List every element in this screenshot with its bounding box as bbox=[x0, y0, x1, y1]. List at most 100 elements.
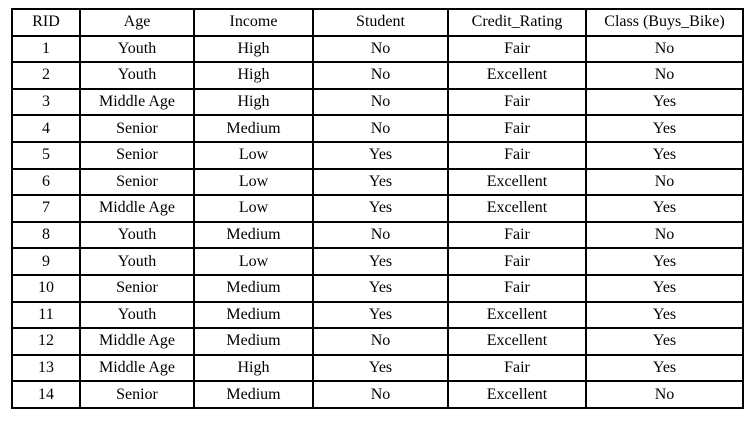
table-cell: Fair bbox=[447, 87, 587, 117]
table-cell: 10 bbox=[11, 273, 81, 303]
table-cell: Middle Age bbox=[79, 353, 195, 383]
table-cell: Yes bbox=[585, 114, 744, 143]
table-cell: 7 bbox=[11, 194, 81, 223]
table-cell: High bbox=[193, 61, 314, 90]
table-cell: No bbox=[585, 380, 744, 409]
dataset-table: RID Age Income Student Credit_Rating Class (B… bbox=[11, 8, 744, 409]
table-cell: 12 bbox=[11, 327, 81, 356]
table-cell: Yes bbox=[312, 194, 449, 223]
table-cell: Yes bbox=[312, 353, 449, 383]
table-cell: Fair bbox=[447, 114, 587, 143]
table-cell: 14 bbox=[11, 380, 81, 409]
table-cell: Medium bbox=[193, 327, 314, 356]
table-cell: No bbox=[312, 114, 449, 143]
table-cell: No bbox=[312, 61, 449, 90]
table-row: 10 Senior Medium Yes Fair Yes bbox=[11, 273, 744, 303]
table-cell: 11 bbox=[11, 300, 81, 330]
table-cell: Low bbox=[193, 167, 314, 197]
table-cell: Youth bbox=[79, 247, 195, 276]
table-cell: 3 bbox=[11, 87, 81, 117]
table-cell: 8 bbox=[11, 220, 81, 250]
column-header: RID bbox=[11, 8, 81, 37]
table-cell: 5 bbox=[11, 140, 81, 170]
table-cell: Low bbox=[193, 247, 314, 276]
table-cell: Yes bbox=[585, 300, 744, 330]
column-header: Student bbox=[312, 8, 449, 37]
table-cell: Fair bbox=[447, 247, 587, 276]
table-cell: 13 bbox=[11, 353, 81, 383]
table-cell: Senior bbox=[79, 114, 195, 143]
table-cell: 6 bbox=[11, 167, 81, 197]
column-header: Income bbox=[193, 8, 314, 37]
table-row: 6 Senior Low Yes Excellent No bbox=[11, 167, 744, 197]
table-cell: Fair bbox=[447, 353, 587, 383]
table-cell: Excellent bbox=[447, 194, 587, 223]
table-row: 5 Senior Low Yes Fair Yes bbox=[11, 140, 744, 170]
table-cell: Middle Age bbox=[79, 327, 195, 356]
table-cell: Yes bbox=[312, 247, 449, 276]
table-cell: Excellent bbox=[447, 300, 587, 330]
table-cell: No bbox=[585, 220, 744, 250]
table-cell: Medium bbox=[193, 273, 314, 303]
table-cell: Youth bbox=[79, 220, 195, 250]
table-cell: Senior bbox=[79, 380, 195, 409]
table-cell: 1 bbox=[11, 34, 81, 64]
table-cell: Medium bbox=[193, 220, 314, 250]
table-cell: 4 bbox=[11, 114, 81, 143]
column-header: Class (Buys_Bike) bbox=[585, 8, 744, 37]
table-row: 9 Youth Low Yes Fair Yes bbox=[11, 247, 744, 276]
table-cell: Medium bbox=[193, 114, 314, 143]
table-row: 7 Middle Age Low Yes Excellent Yes bbox=[11, 194, 744, 223]
table-cell: Low bbox=[193, 140, 314, 170]
table-row: 13 Middle Age High Yes Fair Yes bbox=[11, 353, 744, 383]
table-cell: Excellent bbox=[447, 61, 587, 90]
table-cell: Senior bbox=[79, 273, 195, 303]
table-cell: Senior bbox=[79, 167, 195, 197]
table-cell: Yes bbox=[312, 140, 449, 170]
table-cell: Yes bbox=[585, 140, 744, 170]
table-row: 14 Senior Medium No Excellent No bbox=[11, 380, 744, 409]
table-cell: No bbox=[312, 220, 449, 250]
table-cell: High bbox=[193, 34, 314, 64]
table-cell: Middle Age bbox=[79, 87, 195, 117]
table-cell: Yes bbox=[585, 247, 744, 276]
table-row: 8 Youth Medium No Fair No bbox=[11, 220, 744, 250]
table-cell: Yes bbox=[585, 353, 744, 383]
table-cell: Excellent bbox=[447, 167, 587, 197]
table-body: 1 Youth High No Fair No 2 Youth High No Excellent N… bbox=[11, 34, 744, 409]
table-cell: Yes bbox=[312, 167, 449, 197]
table-cell: Medium bbox=[193, 300, 314, 330]
column-header: Age bbox=[79, 8, 195, 37]
table-cell: No bbox=[585, 167, 744, 197]
table-cell: Yes bbox=[585, 327, 744, 356]
table-row: 3 Middle Age High No Fair Yes bbox=[11, 87, 744, 117]
column-header: Credit_Rating bbox=[447, 8, 587, 37]
table-cell: No bbox=[312, 87, 449, 117]
table-cell: No bbox=[312, 34, 449, 64]
table-cell: Yes bbox=[585, 87, 744, 117]
table-cell: High bbox=[193, 87, 314, 117]
header-row: RID Age Income Student Credit_Rating Class (B… bbox=[11, 8, 744, 37]
table-row: 1 Youth High No Fair No bbox=[11, 34, 744, 64]
table-row: 4 Senior Medium No Fair Yes bbox=[11, 114, 744, 143]
table-cell: Fair bbox=[447, 140, 587, 170]
table-cell: Yes bbox=[585, 273, 744, 303]
table-cell: Excellent bbox=[447, 380, 587, 409]
table-cell: 2 bbox=[11, 61, 81, 90]
table-cell: Middle Age bbox=[79, 194, 195, 223]
table-cell: No bbox=[585, 61, 744, 90]
table-cell: Excellent bbox=[447, 327, 587, 356]
table-cell: No bbox=[312, 380, 449, 409]
table-cell: Fair bbox=[447, 220, 587, 250]
table-row: 12 Middle Age Medium No Excellent Yes bbox=[11, 327, 744, 356]
table-cell: Senior bbox=[79, 140, 195, 170]
table-cell: Yes bbox=[312, 273, 449, 303]
table-cell: Yes bbox=[585, 194, 744, 223]
table-cell: No bbox=[312, 327, 449, 356]
table-row: 2 Youth High No Excellent No bbox=[11, 61, 744, 90]
table-cell: Fair bbox=[447, 34, 587, 64]
table-header: RID Age Income Student Credit_Rating Class (B… bbox=[11, 8, 744, 37]
table-cell: No bbox=[585, 34, 744, 64]
table-cell: Low bbox=[193, 194, 314, 223]
table-cell: High bbox=[193, 353, 314, 383]
